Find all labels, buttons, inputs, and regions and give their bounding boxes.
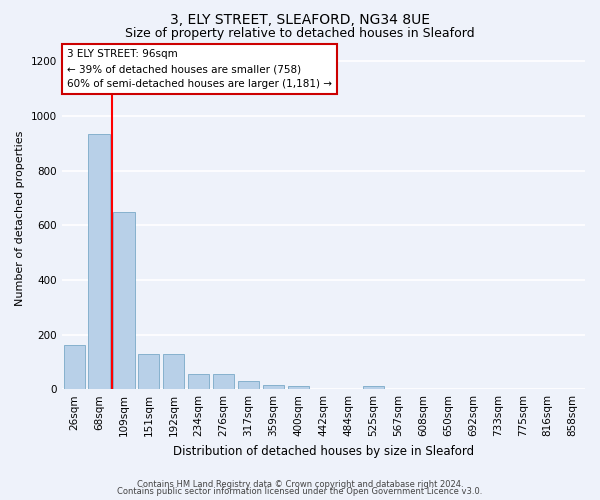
Text: 3 ELY STREET: 96sqm
← 39% of detached houses are smaller (758)
60% of semi-detac: 3 ELY STREET: 96sqm ← 39% of detached ho… (67, 49, 332, 89)
Bar (138, 354, 160, 389)
Y-axis label: Number of detached properties: Number of detached properties (15, 130, 25, 306)
Bar (188, 374, 209, 389)
Text: Size of property relative to detached houses in Sleaford: Size of property relative to detached ho… (125, 28, 475, 40)
Bar (263, 385, 284, 389)
Bar (362, 386, 384, 389)
Bar (88, 134, 110, 389)
Text: Contains public sector information licensed under the Open Government Licence v3: Contains public sector information licen… (118, 487, 482, 496)
Bar (64, 346, 85, 389)
Text: 3, ELY STREET, SLEAFORD, NG34 8UE: 3, ELY STREET, SLEAFORD, NG34 8UE (170, 12, 430, 26)
Text: Contains HM Land Registry data © Crown copyright and database right 2024.: Contains HM Land Registry data © Crown c… (137, 480, 463, 489)
Bar (238, 381, 259, 389)
Bar (113, 212, 134, 389)
Bar (163, 354, 184, 389)
Bar (288, 386, 309, 389)
Bar (213, 374, 234, 389)
X-axis label: Distribution of detached houses by size in Sleaford: Distribution of detached houses by size … (173, 444, 474, 458)
